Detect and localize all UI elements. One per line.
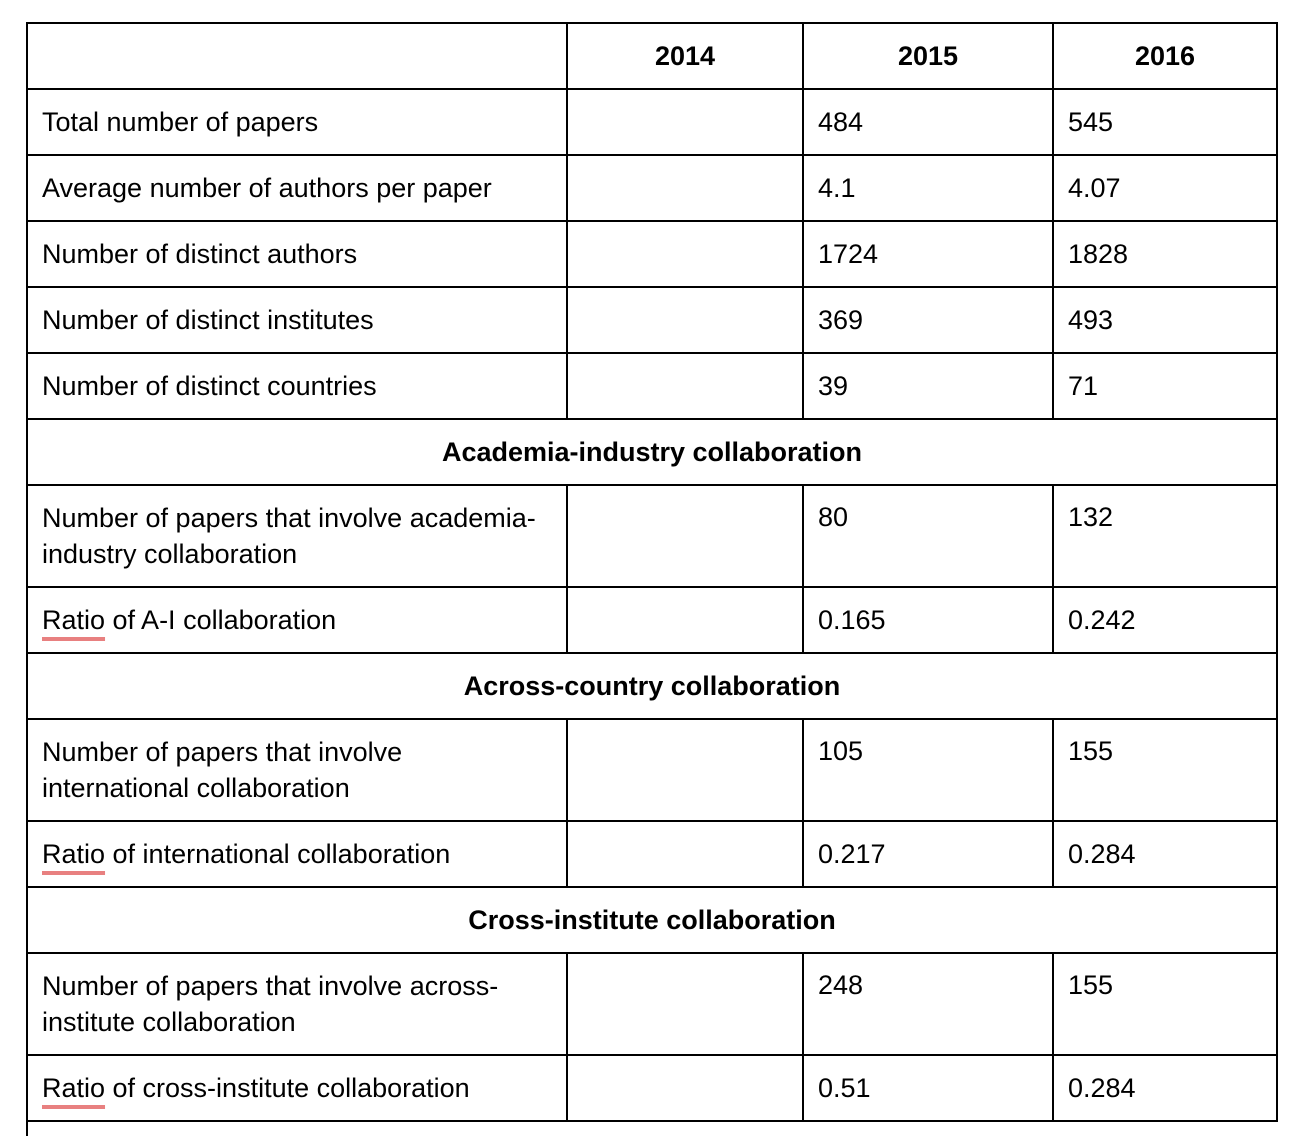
- cell-2014: [566, 220, 804, 288]
- row-label-rest: of A-I collaboration: [105, 605, 337, 635]
- cell-2015: 80: [802, 484, 1054, 588]
- table-header-row: 2014 2015 2016: [26, 22, 1278, 90]
- table-row-avg-authors: Average number of authors per paper 4.1 …: [26, 154, 1278, 222]
- cell-2014: [566, 952, 804, 1056]
- cell-2016: 4.07: [1052, 154, 1278, 222]
- cell-2016: 155: [1052, 952, 1278, 1056]
- cell-2015: 0.217: [802, 820, 1054, 888]
- table-row-total-papers: Total number of papers 484 545: [26, 88, 1278, 156]
- cell-2015: 0.165: [802, 586, 1054, 654]
- table-row-distinct-authors: Number of distinct authors 1724 1828: [26, 220, 1278, 288]
- table-row-distinct-institutes: Number of distinct institutes 369 493: [26, 286, 1278, 354]
- cell-2014: [566, 286, 804, 354]
- row-label: Number of distinct authors: [26, 220, 568, 288]
- collaboration-stats-table: 2014 2015 2016 Total number of papers 48…: [26, 22, 1278, 1122]
- cell-2014: [566, 1054, 804, 1122]
- spellcheck-word[interactable]: Ratio: [42, 605, 106, 635]
- cell-2015: 1724: [802, 220, 1054, 288]
- cell-2014: [566, 718, 804, 822]
- row-label: Ratio of international collaboration: [26, 820, 568, 888]
- cell-2016: 155: [1052, 718, 1278, 822]
- row-label: Number of papers that involve academia-i…: [26, 484, 568, 588]
- cell-2014: [566, 820, 804, 888]
- cell-2016: 493: [1052, 286, 1278, 354]
- cell-2015: 4.1: [802, 154, 1054, 222]
- cell-2014: [566, 352, 804, 420]
- cell-2014: [566, 586, 804, 654]
- row-label-rest: of international collaboration: [105, 839, 451, 869]
- cell-2016: 132: [1052, 484, 1278, 588]
- cell-2014: [566, 88, 804, 156]
- header-year-2015: 2015: [802, 22, 1054, 90]
- table-row-distinct-countries: Number of distinct countries 39 71: [26, 352, 1278, 420]
- cell-2016: 0.242: [1052, 586, 1278, 654]
- table-row-ai-ratio: Ratio of A-I collaboration 0.165 0.242: [26, 586, 1278, 654]
- cell-2015: 0.51: [802, 1054, 1054, 1122]
- section-title: Across-country collaboration: [26, 652, 1278, 720]
- section-title: Academia-industry collaboration: [26, 418, 1278, 486]
- table-row-ai-papers: Number of papers that involve academia-i…: [26, 484, 1278, 588]
- cell-2016: 545: [1052, 88, 1278, 156]
- cell-2015: 39: [802, 352, 1054, 420]
- table-row-intl-ratio: Ratio of international collaboration 0.2…: [26, 820, 1278, 888]
- row-label: Number of distinct institutes: [26, 286, 568, 354]
- section-header-cross-institute: Cross-institute collaboration: [26, 886, 1278, 954]
- spellcheck-word[interactable]: Ratio: [42, 1073, 106, 1103]
- table-row-institute-ratio: Ratio of cross-institute collaboration 0…: [26, 1054, 1278, 1122]
- cell-2015: 484: [802, 88, 1054, 156]
- row-label: Ratio of A-I collaboration: [26, 586, 568, 654]
- cell-2014: [566, 154, 804, 222]
- table-row-intl-papers: Number of papers that involve internatio…: [26, 718, 1278, 822]
- cell-2015: 369: [802, 286, 1054, 354]
- section-header-across-country: Across-country collaboration: [26, 652, 1278, 720]
- cell-2016: 1828: [1052, 220, 1278, 288]
- row-label-rest: of cross-institute collaboration: [105, 1073, 470, 1103]
- row-label: Number of papers that involve across-ins…: [26, 952, 568, 1056]
- table-continuation-border: [26, 1118, 28, 1136]
- row-label: Total number of papers: [26, 88, 568, 156]
- header-corner-cell: [26, 22, 568, 90]
- section-title: Cross-institute collaboration: [26, 886, 1278, 954]
- section-header-academia-industry: Academia-industry collaboration: [26, 418, 1278, 486]
- row-label: Number of papers that involve internatio…: [26, 718, 568, 822]
- spellcheck-word[interactable]: Ratio: [42, 839, 106, 869]
- row-label: Number of distinct countries: [26, 352, 568, 420]
- cell-2014: [566, 484, 804, 588]
- cell-2016: 71: [1052, 352, 1278, 420]
- header-year-2016: 2016: [1052, 22, 1278, 90]
- cell-2016: 0.284: [1052, 820, 1278, 888]
- cell-2015: 248: [802, 952, 1054, 1056]
- cell-2016: 0.284: [1052, 1054, 1278, 1122]
- cell-2015: 105: [802, 718, 1054, 822]
- row-label: Average number of authors per paper: [26, 154, 568, 222]
- document-page: 2014 2015 2016 Total number of papers 48…: [26, 22, 1278, 1122]
- table-row-institute-papers: Number of papers that involve across-ins…: [26, 952, 1278, 1056]
- row-label: Ratio of cross-institute collaboration: [26, 1054, 568, 1122]
- header-year-2014: 2014: [566, 22, 804, 90]
